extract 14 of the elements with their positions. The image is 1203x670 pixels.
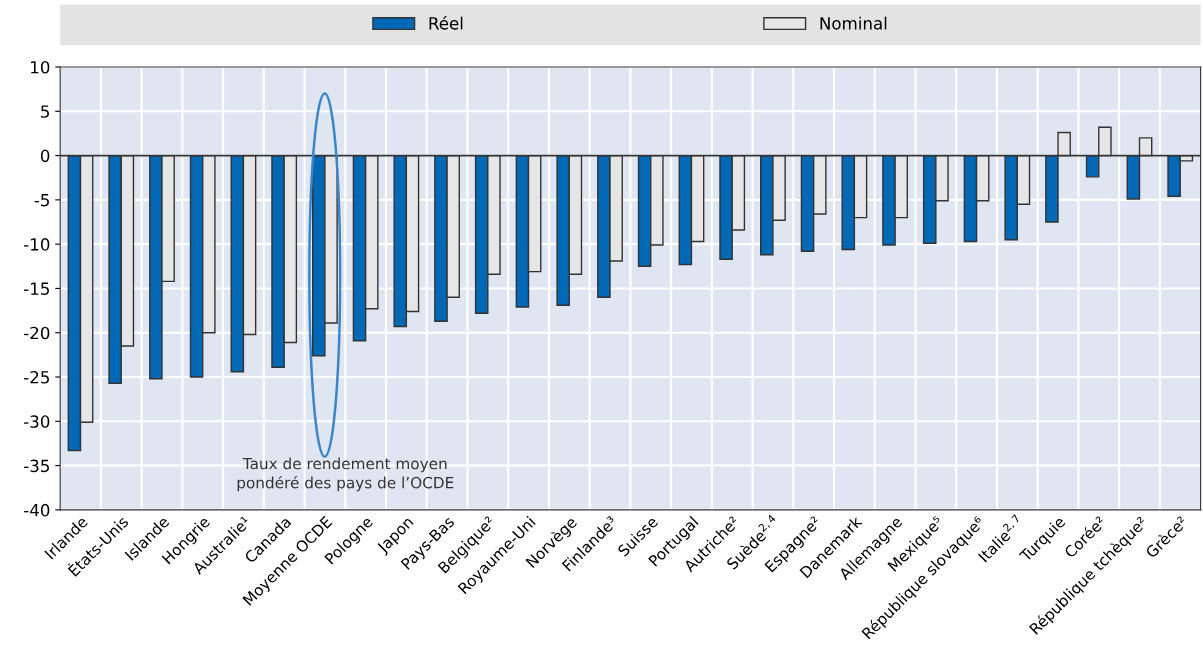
y-tick-label: 5 [41, 105, 49, 118]
legend-label: Nominal [820, 16, 887, 30]
y-tick-label: -35 [24, 459, 49, 473]
y-tick-label: 10 [31, 60, 50, 74]
y-tick-label: -10 [24, 238, 50, 251]
legend-label: Réel [429, 16, 463, 30]
y-tick-label: -25 [24, 370, 49, 384]
y-tick-label: -15 [24, 282, 49, 295]
y-tick-label: 0 [40, 149, 50, 163]
y-tick-label: -20 [24, 326, 50, 340]
y-tick-label: -40 [24, 503, 50, 517]
annotation: Taux de rendement moyen pondéré des pays de l’OCDE [237, 457, 454, 492]
y-tick-label: -5 [34, 194, 49, 207]
y-tick-label: -30 [24, 415, 50, 428]
